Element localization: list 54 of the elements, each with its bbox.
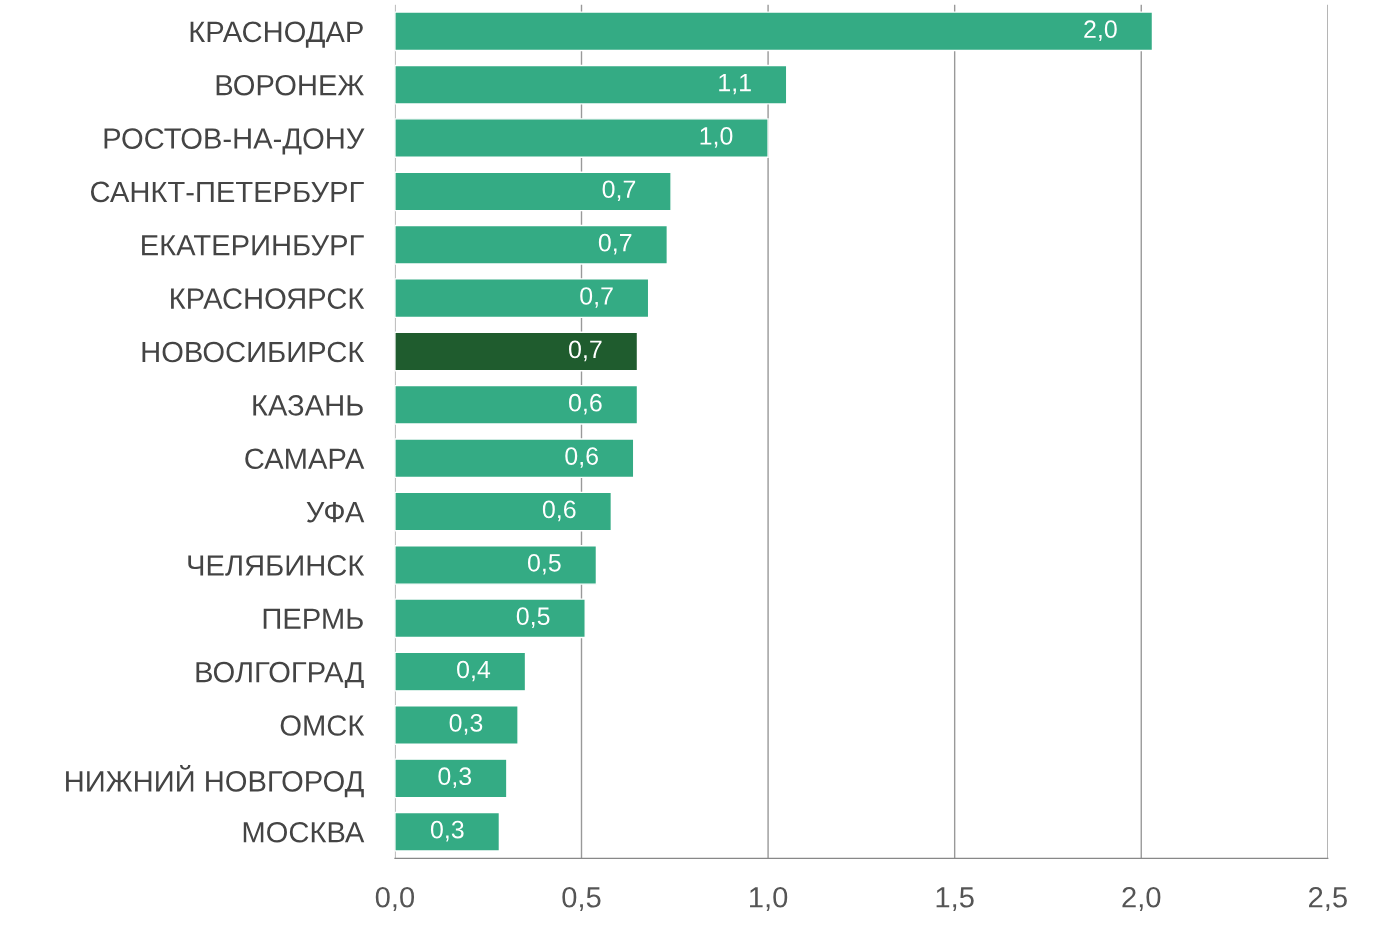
x-tick-label: 2,0 xyxy=(1122,886,1161,912)
y-tick-label: ПЕРМЬ xyxy=(263,608,363,629)
bar xyxy=(394,384,639,425)
data-label: 1,0 xyxy=(700,127,733,148)
data-label: 1,1 xyxy=(719,73,751,95)
x-tick-label: 0,0 xyxy=(375,886,415,912)
bar xyxy=(394,545,598,585)
y-tick-label: КРАСНОДАР xyxy=(190,21,363,48)
y-tick-label: НОВОСИБИРСК xyxy=(142,341,365,363)
y-tick-label: ВОЛГОГРАД xyxy=(196,661,364,689)
bar xyxy=(394,118,769,158)
bar xyxy=(394,811,501,852)
x-tick-label: 1,0 xyxy=(750,886,788,912)
data-label: 0,7 xyxy=(569,340,602,362)
bar xyxy=(394,758,508,799)
y-tick-label: ЧЕЛЯБИНСК xyxy=(188,555,365,576)
data-label: 0,6 xyxy=(569,393,602,415)
bar xyxy=(394,705,519,745)
bar xyxy=(394,598,586,639)
x-tick-label: 1,5 xyxy=(936,887,974,912)
bar xyxy=(394,651,527,692)
bar xyxy=(394,224,669,265)
bar xyxy=(394,278,650,319)
y-tick-label: САМАРА xyxy=(245,448,365,470)
data-label: 0,3 xyxy=(449,714,483,735)
data-label: 0,5 xyxy=(516,607,550,628)
bar xyxy=(394,491,613,532)
bar xyxy=(394,64,788,105)
x-tick-label: 0,5 xyxy=(562,886,601,912)
data-label: 0,4 xyxy=(457,660,491,682)
data-label: 2,0 xyxy=(1084,20,1117,41)
data-label: 0,7 xyxy=(598,233,632,255)
y-tick-label: КРАСНОЯРСК xyxy=(171,288,365,309)
y-tick-label: НИЖНИЙ НОВГОРОД xyxy=(66,765,364,798)
data-label: 0,6 xyxy=(542,500,576,522)
y-tick-label: ВОРОНЕЖ xyxy=(216,74,364,96)
y-tick-label: МОСКВА xyxy=(243,821,365,843)
y-tick-label: САНКТ-ПЕТЕРБУРГ xyxy=(90,181,364,203)
bar xyxy=(394,171,672,212)
y-tick-label: ОМСК xyxy=(280,715,365,736)
bar xyxy=(394,331,639,372)
bar xyxy=(394,438,635,479)
data-label: 0,7 xyxy=(602,180,636,202)
x-tick-label: 2,5 xyxy=(1309,886,1347,912)
data-label: 0,3 xyxy=(438,767,472,789)
bar xyxy=(394,11,1154,52)
y-tick-label: УФА xyxy=(306,501,365,523)
y-tick-label: ЕКАТЕРИНБУРГ xyxy=(142,235,364,256)
y-tick-label: РОСТОВ-НА-ДОНУ xyxy=(104,128,365,155)
y-tick-label: КАЗАНЬ xyxy=(253,395,363,416)
data-label: 0,6 xyxy=(565,447,598,468)
data-label: 0,3 xyxy=(430,820,464,842)
data-label: 0,5 xyxy=(527,553,561,575)
data-label: 0,7 xyxy=(580,287,613,308)
